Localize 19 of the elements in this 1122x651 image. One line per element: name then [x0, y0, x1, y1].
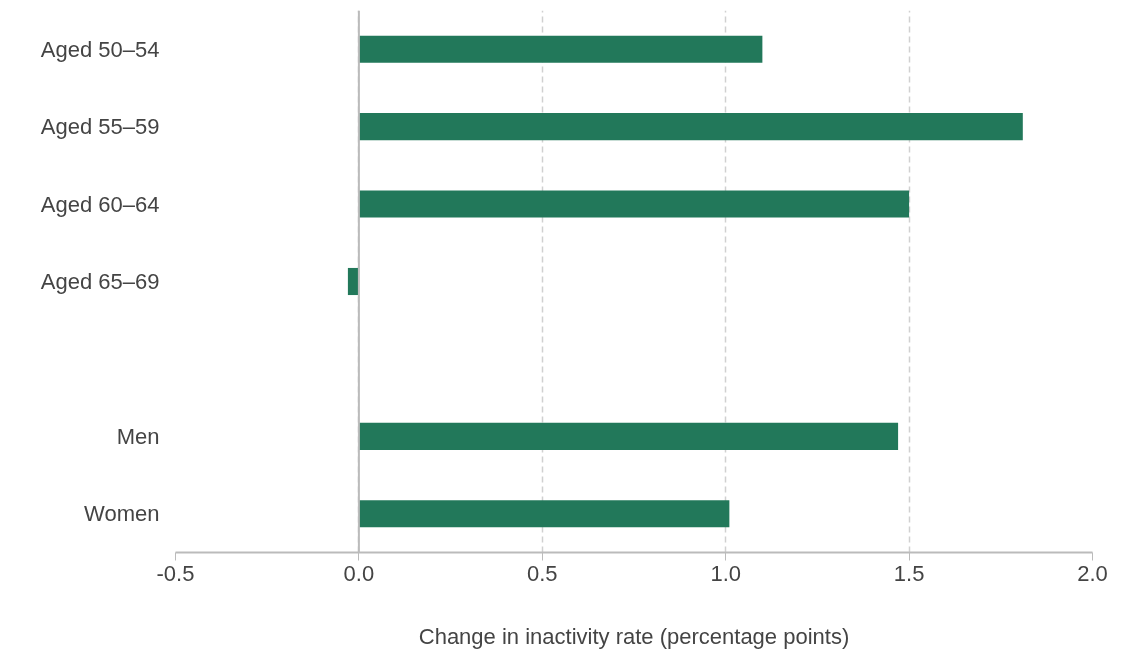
- x-tick-label: 2.0: [1077, 560, 1108, 586]
- y-tick-label: Women: [84, 501, 160, 527]
- bar: [358, 190, 910, 218]
- x-axis-title: Change in inactivity rate (percentage points): [418, 623, 850, 649]
- x-tick-label: -0.5: [156, 560, 195, 586]
- x-tick-label: 1.5: [893, 560, 925, 586]
- x-tick-label: 0.0: [343, 560, 375, 586]
- x-tick-label: 0.5: [527, 560, 558, 586]
- y-tick-label: Men: [116, 423, 160, 449]
- bar: [358, 113, 1023, 141]
- bar: [358, 35, 763, 63]
- bar: [347, 267, 359, 296]
- y-tick-label: Aged 55–59: [40, 114, 160, 140]
- x-tick-label: 1.0: [710, 560, 741, 586]
- bar: [358, 422, 899, 450]
- y-tick-label: Aged 60–64: [40, 191, 160, 217]
- bar: [358, 500, 730, 528]
- y-tick-label: Aged 65–69: [40, 269, 160, 294]
- y-tick-label: Aged 50–54: [40, 36, 160, 62]
